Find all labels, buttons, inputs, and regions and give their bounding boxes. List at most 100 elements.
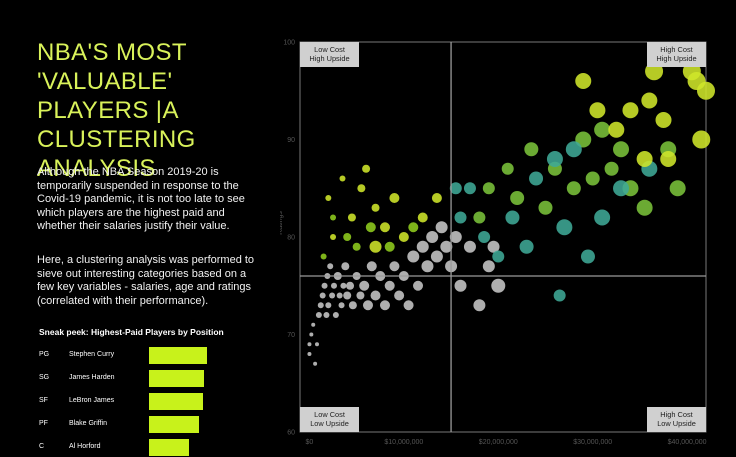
data-point [389, 193, 400, 203]
data-point [366, 261, 377, 272]
data-point [566, 181, 581, 196]
data-point [538, 200, 553, 215]
data-point [340, 282, 347, 289]
quadrant-label-bottom-right: High Cost [660, 410, 692, 419]
data-point [407, 250, 420, 263]
player-name: Stephen Curry [69, 351, 115, 358]
data-point [352, 242, 361, 251]
data-point [487, 240, 500, 253]
y-tick-label: 70 [287, 332, 295, 339]
data-point [348, 301, 357, 310]
data-point [408, 222, 419, 233]
plot-area [299, 41, 707, 433]
data-point [426, 231, 439, 243]
data-point [325, 195, 332, 201]
sneak-peek-title: Sneak peek: Highest-Paid Players by Posi… [39, 327, 224, 337]
data-point [325, 302, 332, 309]
quadrant-label-bottom-left: Low Upside [310, 419, 349, 428]
data-point [314, 342, 319, 347]
page-title: NBA'S MOST 'VALUABLE' PLAYERS |A CLUSTER… [37, 39, 196, 182]
data-point [482, 182, 495, 195]
data-point [660, 151, 677, 167]
data-point [389, 261, 400, 272]
data-point [379, 300, 390, 311]
data-point [394, 290, 405, 301]
quadrant-label-bottom-left: Low Cost [314, 410, 345, 419]
data-point [320, 253, 327, 260]
data-point [357, 184, 366, 193]
position-label: PG [39, 351, 50, 358]
description-paragraph-1: Although the NBA Season 2019-20 is tempo… [37, 166, 245, 233]
data-point [473, 211, 486, 224]
data-point [338, 302, 345, 309]
data-point [613, 180, 630, 197]
data-point [608, 121, 625, 138]
data-point [330, 214, 337, 221]
data-point [321, 282, 328, 289]
sneak-peek-row: SF LeBron James [0, 393, 280, 411]
data-point [491, 278, 506, 293]
quadrant-label-bottom-right: Low Upside [657, 419, 696, 428]
description-paragraph-2: Here, a clustering analysis was performe… [37, 254, 255, 307]
data-point [622, 102, 639, 119]
data-point [449, 182, 462, 195]
data-point [556, 219, 573, 236]
data-point [339, 175, 346, 182]
data-point [431, 193, 442, 203]
quadrant-label-top-right-bg [647, 42, 706, 67]
data-point [384, 241, 395, 252]
salary-bar [149, 439, 190, 456]
data-point [330, 234, 337, 240]
data-point [510, 191, 525, 205]
data-point [313, 361, 318, 366]
data-point [463, 240, 476, 253]
data-point [371, 203, 380, 212]
data-point [641, 92, 658, 109]
data-point [332, 312, 339, 318]
data-point [454, 279, 467, 292]
data-point [417, 212, 428, 223]
data-point [692, 130, 711, 149]
quadrant-label-top-left: High Upside [309, 54, 349, 63]
data-point [473, 299, 486, 312]
data-point [613, 141, 630, 158]
data-point [589, 102, 606, 119]
data-point [309, 332, 314, 337]
data-point [546, 151, 563, 167]
data-point [341, 262, 350, 271]
data-point [505, 210, 520, 225]
data-point [416, 240, 429, 253]
data-point [330, 282, 337, 289]
data-point [594, 121, 611, 138]
data-point [655, 112, 672, 128]
sneak-peek-row: C Al Horford [0, 439, 280, 457]
sneak-peek-row: PF Blake Griffin [0, 416, 280, 434]
data-point [346, 281, 355, 290]
salary-bar [149, 370, 205, 387]
position-label: SG [39, 374, 50, 381]
data-point [669, 180, 686, 197]
data-point [430, 250, 443, 263]
data-point [336, 292, 343, 299]
data-point [323, 312, 330, 318]
data-point [347, 213, 356, 222]
data-point [359, 280, 370, 291]
data-point [319, 292, 326, 299]
data-point [398, 232, 409, 242]
position-label: PF [39, 420, 48, 427]
data-point [307, 352, 312, 356]
data-point [529, 171, 544, 186]
data-point [329, 292, 336, 299]
data-point [362, 164, 371, 173]
data-point [384, 280, 395, 291]
quadrant-label-top-left-bg [300, 42, 359, 67]
data-point [317, 302, 324, 309]
x-tick-label: $0 [306, 439, 314, 446]
data-point [435, 221, 448, 234]
quadrant-label-bottom-left-bg [300, 407, 359, 432]
position-label: SF [39, 397, 48, 404]
data-point [594, 209, 611, 226]
data-point [636, 151, 653, 167]
data-point [421, 260, 434, 273]
sneak-peek-row: PG Stephen Curry [0, 347, 280, 365]
